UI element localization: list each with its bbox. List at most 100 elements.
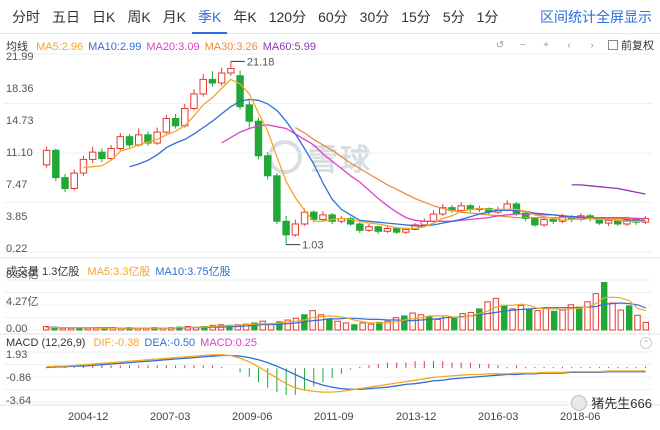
ma60-line bbox=[571, 184, 646, 195]
fullscreen-button[interactable]: 全屏显示 bbox=[596, 9, 652, 25]
volume-bar bbox=[342, 322, 350, 331]
time-axis-label: 2011-09 bbox=[314, 411, 354, 423]
tab-7[interactable]: 120分 bbox=[268, 8, 307, 25]
volume-bar bbox=[284, 319, 291, 331]
candle-body bbox=[190, 93, 198, 109]
macd-axis-label: -3.64 bbox=[6, 395, 31, 407]
macd-dea-line bbox=[46, 354, 646, 390]
candle-body bbox=[531, 218, 539, 226]
volume-bar bbox=[367, 323, 375, 331]
pan-left-icon[interactable]: ‹ bbox=[567, 39, 571, 51]
candle-body bbox=[429, 213, 438, 222]
time-axis-label: 2013-12 bbox=[396, 411, 436, 423]
tab-9[interactable]: 30分 bbox=[359, 8, 390, 25]
tab-12[interactable]: 1分 bbox=[476, 8, 499, 25]
candle-body bbox=[263, 155, 272, 177]
candle-body bbox=[457, 205, 465, 211]
macd-collapse-icon[interactable]: ⌃ bbox=[640, 337, 652, 349]
candle-body bbox=[199, 78, 207, 95]
volume-bar bbox=[609, 302, 616, 331]
tab-10[interactable]: 15分 bbox=[401, 8, 431, 25]
tab-11[interactable]: 5分 bbox=[442, 8, 465, 25]
reset-icon[interactable]: ↺ bbox=[495, 39, 505, 51]
candle-body bbox=[549, 218, 557, 222]
volume-bar bbox=[259, 320, 266, 331]
pan-right-icon[interactable]: › bbox=[590, 39, 594, 51]
wechat-source: 猪先生666 bbox=[571, 393, 652, 412]
volume-bar bbox=[384, 320, 391, 331]
volume-bar bbox=[492, 297, 500, 331]
price-axis-label: 18.36 bbox=[6, 83, 34, 95]
ma-legend: 均线 MA5:2.96 MA10:2.99 MA20:3.09 MA30:3.26 MA… bbox=[6, 38, 326, 54]
candle-body bbox=[291, 223, 300, 236]
candle-body bbox=[79, 158, 88, 174]
tab-3[interactable]: 周K bbox=[127, 8, 151, 25]
zoom-out-icon[interactable]: − bbox=[520, 39, 526, 51]
volume-legend-item-0: MA5:3.3亿股 bbox=[87, 266, 151, 278]
candle-body bbox=[245, 104, 253, 122]
candle-body bbox=[310, 211, 318, 220]
adjust-checkbox-icon[interactable] bbox=[608, 40, 618, 50]
volume-bar bbox=[600, 282, 608, 331]
candle-body bbox=[346, 218, 355, 225]
volume-bar bbox=[351, 324, 358, 331]
macd-axis-label: 1.93 bbox=[6, 349, 27, 361]
ma10-line bbox=[129, 98, 646, 227]
macd-legend-item-1: DEA:-0.50 bbox=[144, 337, 196, 349]
macd-legend-item-0: DIF:-0.38 bbox=[93, 337, 140, 349]
candle-body bbox=[540, 218, 548, 226]
price-axis-label: 0.22 bbox=[6, 243, 27, 255]
volume-bar bbox=[592, 293, 600, 331]
volume-bar bbox=[359, 322, 366, 331]
candle-body bbox=[98, 151, 106, 160]
candle-body bbox=[61, 177, 69, 190]
volume-bar bbox=[251, 322, 258, 331]
volume-bar bbox=[59, 327, 67, 331]
adjust-toggle[interactable]: 前复权 bbox=[608, 37, 654, 53]
ma5-line bbox=[83, 78, 646, 230]
volume-axis-label: 4.27亿 bbox=[6, 295, 38, 308]
candle-body bbox=[411, 224, 419, 230]
volume-legend: 成交量 1.3亿股 MA5:3.3亿股 MA10:3.75亿股 bbox=[6, 263, 241, 279]
xueqiu-watermark: 雪球 bbox=[268, 135, 372, 179]
volume-legend-item-1: MA10:3.75亿股 bbox=[155, 266, 231, 278]
candle-body bbox=[107, 147, 115, 160]
volume-bar bbox=[501, 304, 508, 331]
candle-body bbox=[282, 220, 290, 236]
volume-bar bbox=[409, 312, 416, 331]
candle-body bbox=[402, 228, 410, 233]
volume-bar bbox=[575, 306, 583, 331]
ma20-line bbox=[221, 124, 646, 222]
volume-bar bbox=[509, 308, 516, 331]
candle-body bbox=[227, 67, 235, 74]
candle-body bbox=[135, 134, 143, 146]
macd-legend-title: MACD (12,26,9) bbox=[6, 337, 86, 349]
volume-bar bbox=[276, 321, 283, 331]
candle-body bbox=[365, 226, 373, 231]
time-axis-label: 2009-06 bbox=[232, 411, 272, 423]
candle-body bbox=[42, 149, 51, 166]
candle-body bbox=[52, 149, 60, 179]
tab-8[interactable]: 60分 bbox=[318, 8, 348, 25]
volume-legend-title: 成交量 1.3亿股 bbox=[6, 266, 80, 278]
tab-1[interactable]: 五日 bbox=[52, 8, 80, 25]
candle-body bbox=[273, 175, 281, 222]
tab-0[interactable]: 分时 bbox=[12, 8, 40, 25]
candle-body bbox=[116, 136, 125, 149]
macd-dif-line bbox=[46, 354, 646, 393]
candle-body bbox=[328, 214, 336, 222]
tab-5[interactable]: 季K bbox=[192, 0, 228, 34]
tab-2[interactable]: 日K bbox=[92, 8, 116, 25]
volume-bar bbox=[559, 309, 566, 331]
interval-stats-button[interactable]: 区间统计 bbox=[540, 9, 596, 25]
volume-bar bbox=[292, 317, 300, 331]
wechat-icon bbox=[571, 394, 588, 411]
volume-bar bbox=[617, 309, 625, 331]
candle-body bbox=[521, 212, 530, 220]
volume-bar bbox=[551, 310, 558, 331]
tab-4[interactable]: 月K bbox=[162, 8, 187, 25]
tab-6[interactable]: 年K bbox=[233, 8, 257, 25]
zoom-in-icon[interactable]: + bbox=[543, 39, 549, 51]
volume-bar bbox=[484, 301, 491, 331]
